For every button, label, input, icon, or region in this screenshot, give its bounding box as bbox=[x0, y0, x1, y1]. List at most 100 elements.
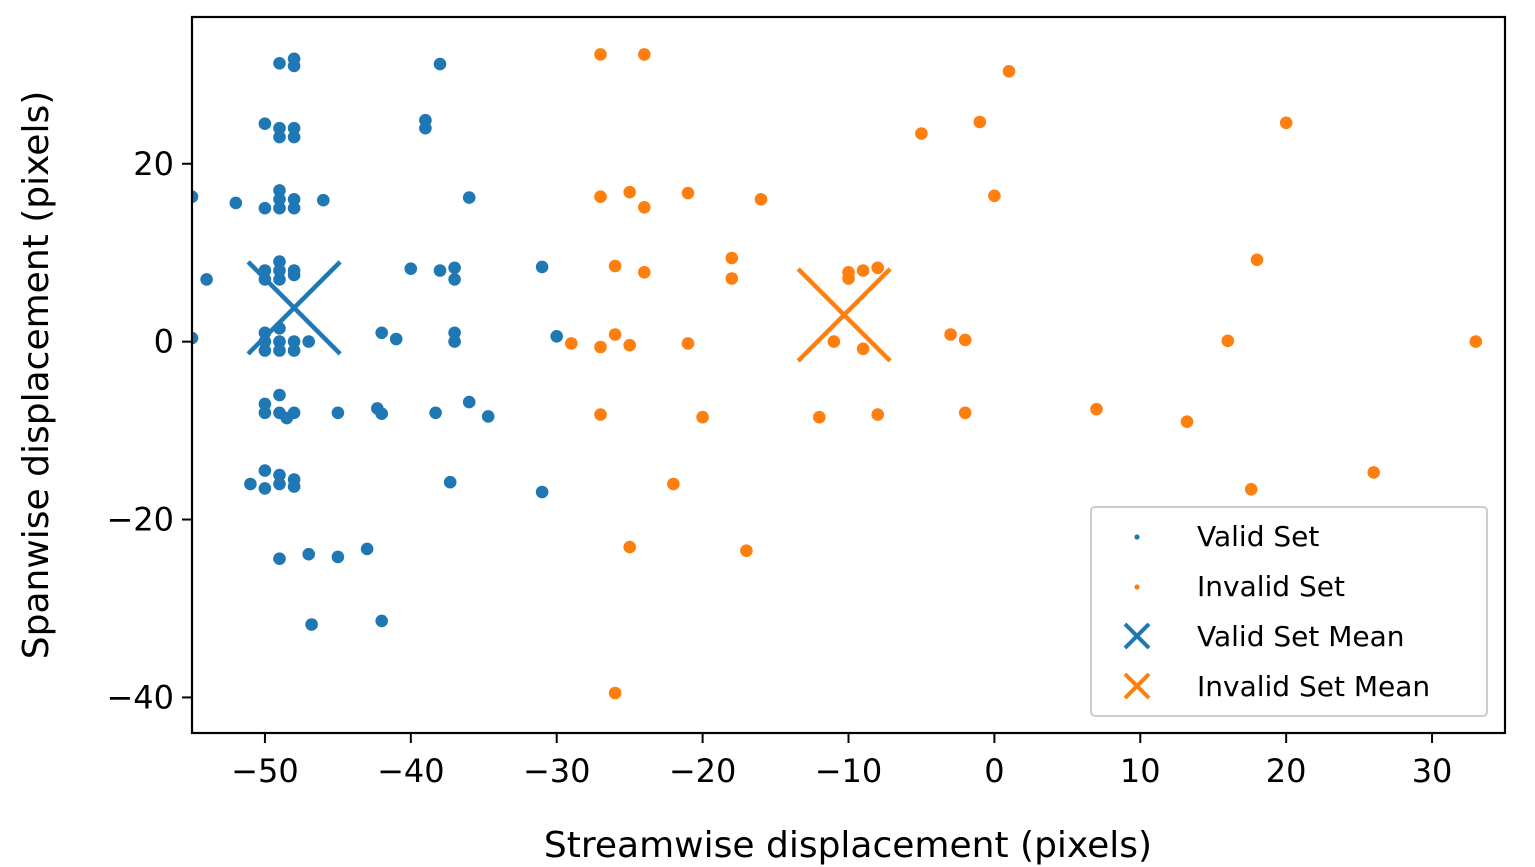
legend-item-invalid-set-mean: Invalid Set Mean bbox=[1123, 670, 1430, 703]
valid-set-mean-marker bbox=[246, 260, 342, 356]
invalid-set-point-9 bbox=[623, 338, 636, 352]
valid-set-point-71 bbox=[462, 395, 476, 409]
valid-set-point-41 bbox=[287, 335, 301, 348]
invalid-set-point-18 bbox=[725, 251, 739, 265]
x-tick-label: 30 bbox=[1412, 752, 1453, 790]
means-layer bbox=[246, 260, 892, 363]
invalid-set-point-12 bbox=[638, 201, 651, 214]
x-tick-label: −10 bbox=[815, 752, 883, 790]
legend-label: Valid Set bbox=[1197, 520, 1319, 553]
x-tick-label: −20 bbox=[669, 752, 737, 790]
valid-set-point-13 bbox=[258, 464, 272, 477]
x-tick-label: −50 bbox=[231, 752, 299, 790]
y-axis: −40 −20 0 20 bbox=[106, 145, 192, 716]
valid-set-point-62 bbox=[429, 406, 442, 420]
valid-set-point-36 bbox=[287, 130, 301, 144]
valid-set-point-55 bbox=[375, 326, 389, 340]
invalid-set-point-42 bbox=[1279, 116, 1293, 130]
valid-set-point-26 bbox=[273, 335, 286, 348]
x-axis-label: Streamwise displacement (pixels) bbox=[544, 825, 1152, 866]
invalid-set-point-30 bbox=[915, 127, 928, 140]
legend-box bbox=[1090, 506, 1488, 717]
legend-label: Invalid Set Mean bbox=[1197, 670, 1430, 703]
legend-item-valid-set: Valid Set bbox=[1134, 520, 1319, 553]
valid-set-point-70 bbox=[462, 191, 476, 204]
valid-set-point-22 bbox=[273, 255, 286, 268]
x-axis: −50 −40 −30 −20 −10 0 10 20 30 bbox=[231, 733, 1452, 790]
y-tick-label: −20 bbox=[106, 501, 174, 539]
valid-set-point-40 bbox=[287, 268, 301, 282]
valid-set-point-1 bbox=[192, 331, 199, 345]
invalid-set-point-34 bbox=[973, 115, 987, 129]
valid-set-point-14 bbox=[258, 482, 272, 495]
valid-set-point-5 bbox=[258, 201, 272, 215]
valid-set-point-17 bbox=[273, 121, 286, 135]
valid-set-point-21 bbox=[273, 201, 286, 215]
invalid-set-point-5 bbox=[608, 259, 622, 273]
valid-set-point-69 bbox=[448, 335, 461, 348]
valid-set-point-59 bbox=[404, 262, 418, 276]
x-tick-label: 10 bbox=[1120, 752, 1161, 790]
valid-set-point-23 bbox=[273, 264, 286, 277]
invalid-set-point-43 bbox=[1367, 466, 1380, 479]
invalid-set-point-38 bbox=[1180, 415, 1194, 429]
invalid-set-point-26 bbox=[856, 264, 870, 277]
invalid-set-point-32 bbox=[958, 333, 972, 347]
invalid-set-point-4 bbox=[594, 408, 607, 421]
invalid-set-point-11 bbox=[638, 48, 651, 61]
legend-marker-x bbox=[1123, 672, 1151, 700]
invalid-set-point-29 bbox=[871, 408, 884, 421]
valid-set-point-20 bbox=[273, 193, 286, 206]
valid-set-point-48 bbox=[302, 547, 316, 561]
valid-set-point-72 bbox=[481, 410, 495, 423]
invalid-set-point-17 bbox=[696, 410, 709, 424]
invalid-set-point-31 bbox=[944, 328, 957, 341]
valid-set-point-16 bbox=[273, 57, 286, 70]
invalid-set-point-15 bbox=[681, 186, 695, 200]
valid-set-point-64 bbox=[433, 264, 447, 277]
valid-set-point-51 bbox=[331, 406, 345, 420]
invalid-set-point-6 bbox=[608, 328, 622, 341]
invalid-set-mean-marker bbox=[796, 267, 892, 363]
legend-label: Valid Set Mean bbox=[1197, 620, 1405, 653]
valid-set-point-11 bbox=[258, 397, 272, 411]
valid-set-point-73 bbox=[535, 260, 549, 274]
valid-set-point-63 bbox=[433, 57, 447, 71]
invalid-set-point-22 bbox=[813, 410, 826, 424]
valid-set-point-49 bbox=[305, 618, 318, 631]
valid-set-point-65 bbox=[443, 475, 457, 489]
y-axis-label: Spanwise displacement (pixels) bbox=[16, 91, 57, 659]
y-tick-label: 0 bbox=[154, 323, 174, 361]
invalid-set-point-0 bbox=[565, 337, 578, 350]
invalid-set-point-8 bbox=[623, 185, 636, 199]
invalid-set-point-33 bbox=[958, 406, 972, 420]
valid-set-point-4 bbox=[258, 117, 272, 130]
valid-set-point-57 bbox=[375, 614, 389, 628]
valid-set-point-52 bbox=[331, 550, 345, 564]
valid-set-point-18 bbox=[273, 130, 286, 144]
legend-marker-x bbox=[1123, 622, 1151, 650]
valid-set-point-45 bbox=[287, 480, 301, 493]
invalid-set-point-28 bbox=[871, 261, 884, 275]
valid-set-point-32 bbox=[273, 552, 286, 565]
invalid-set-point-10 bbox=[623, 540, 636, 554]
invalid-set-point-40 bbox=[1244, 483, 1258, 496]
legend-label: Invalid Set bbox=[1197, 570, 1345, 603]
valid-set-point-66 bbox=[448, 261, 461, 275]
legend-item-invalid-set: Invalid Set bbox=[1134, 570, 1345, 603]
invalid-set-point-3 bbox=[594, 340, 607, 354]
invalid-set-point-25 bbox=[842, 272, 855, 285]
valid-set-point-58 bbox=[389, 332, 403, 346]
valid-set-point-28 bbox=[273, 388, 286, 402]
invalid-set-point-19 bbox=[725, 272, 739, 285]
y-tick-label: 20 bbox=[133, 145, 174, 183]
invalid-set-point-36 bbox=[1002, 65, 1016, 78]
invalid-set-point-14 bbox=[667, 477, 680, 491]
invalid-set-point-37 bbox=[1090, 402, 1103, 416]
invalid-set-point-20 bbox=[740, 544, 753, 557]
legend-marker-dot bbox=[1134, 584, 1140, 590]
valid-set-point-38 bbox=[287, 201, 301, 215]
invalid-set-point-35 bbox=[988, 189, 1001, 203]
valid-set-point-61 bbox=[419, 121, 432, 135]
